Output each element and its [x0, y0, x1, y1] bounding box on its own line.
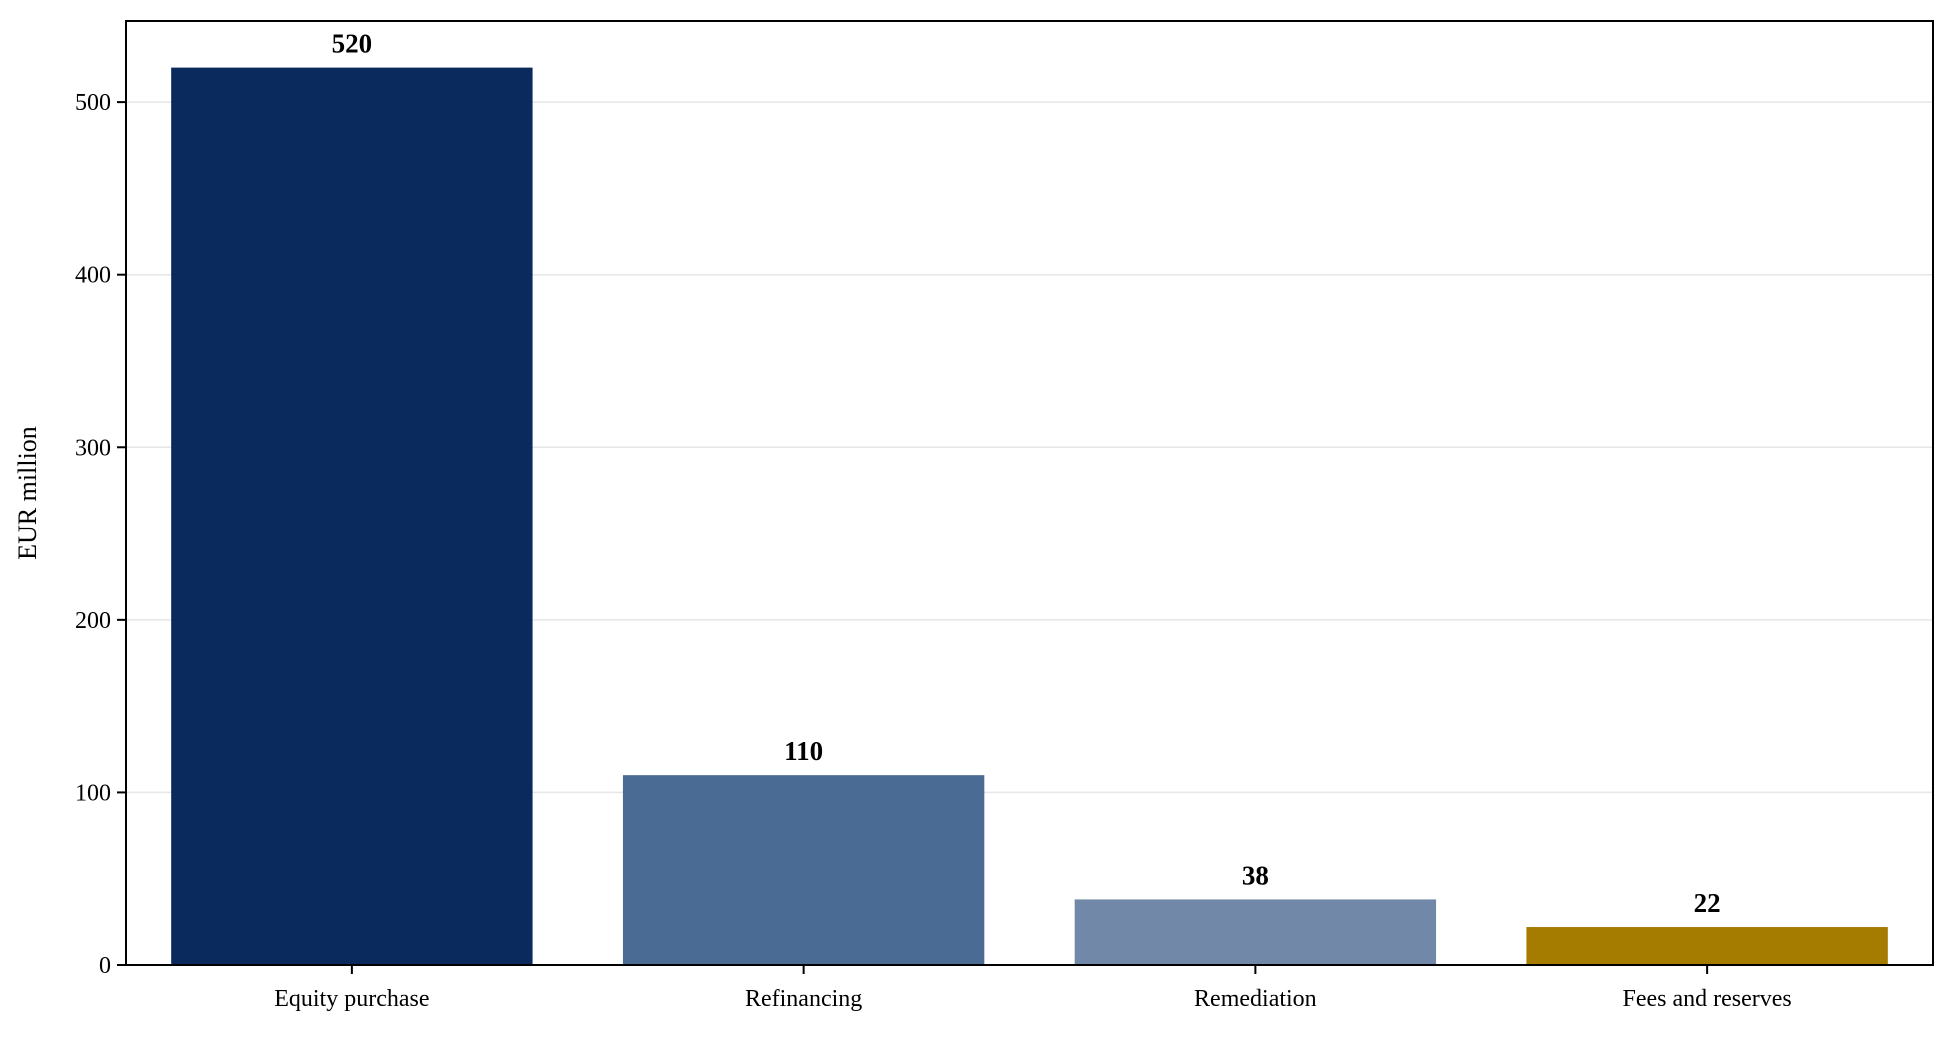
x-tick-label: Remediation	[1194, 986, 1317, 1012]
bar-value-label: 520	[332, 29, 373, 59]
bar	[1074, 899, 1437, 965]
bar	[1526, 927, 1888, 965]
y-tick-label: 500	[75, 90, 111, 116]
y-tick-label: 400	[75, 263, 111, 289]
bar-value-label: 110	[784, 736, 823, 766]
bar-value-label: 38	[1242, 860, 1269, 890]
data-labels: 520 110 38 22	[332, 29, 1721, 918]
x-tick-label: Fees and reserves	[1622, 986, 1791, 1012]
bar	[622, 775, 985, 965]
y-tick-label: 100	[75, 780, 111, 806]
x-tick-label: Equity purchase	[274, 986, 429, 1012]
y-tick-label: 300	[75, 435, 111, 461]
y-tick-label: 200	[75, 608, 111, 634]
y-tick-label: 0	[99, 953, 111, 979]
plot-frame	[125, 20, 1934, 966]
x-tick-label: Refinancing	[745, 986, 862, 1012]
bars	[171, 67, 1888, 966]
bar	[171, 67, 533, 966]
bar-value-label: 22	[1694, 888, 1721, 918]
y-axis-title: EUR million	[13, 426, 42, 560]
y-axis-ticks: 0 100 200 300 400 500	[75, 90, 126, 979]
x-axis-ticks: Equity purchase Refinancing Remediation Fee…	[274, 965, 1792, 1012]
